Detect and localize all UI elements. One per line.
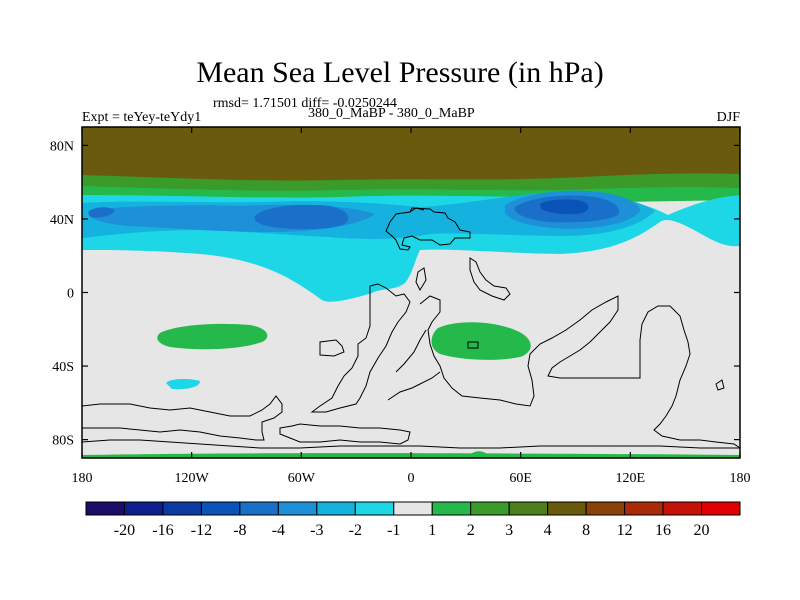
high-south-atlantic bbox=[431, 322, 531, 360]
y-tick-label: 40N bbox=[50, 213, 74, 228]
x-tick-label: 60W bbox=[288, 471, 316, 486]
low-north-pacific bbox=[254, 204, 349, 230]
stats-line: rmsd= 1.71501 diff= -0.0250244 bbox=[213, 96, 397, 111]
x-axis: 180 120W 60W 0 60E 120E 180 bbox=[72, 127, 751, 486]
colorbar-swatch bbox=[123, 501, 164, 516]
colorbar-label: 3 bbox=[505, 522, 513, 539]
colorbar-label: -12 bbox=[191, 522, 212, 539]
colorbar-label: -20 bbox=[114, 522, 135, 539]
colorbar-label: -2 bbox=[349, 522, 362, 539]
colorbar-label: -1 bbox=[387, 522, 400, 539]
y-tick-label: 80N bbox=[50, 139, 74, 154]
colorbar-swatch bbox=[701, 501, 741, 516]
low-west-pacific bbox=[88, 207, 115, 218]
colorbar-label: 4 bbox=[544, 522, 552, 539]
low-asia bbox=[540, 199, 589, 215]
colorbar-swatch bbox=[277, 501, 318, 516]
colorbar-label: -4 bbox=[272, 522, 285, 539]
map-area bbox=[82, 127, 740, 458]
colorbar-label: -3 bbox=[310, 522, 323, 539]
left-label: Expt = teYey-teYdy1 bbox=[82, 110, 202, 125]
colorbar-label: 16 bbox=[655, 522, 671, 539]
season-label: DJF bbox=[716, 110, 740, 125]
colorbar-swatch bbox=[662, 501, 703, 516]
colorbar-label: 12 bbox=[617, 522, 633, 539]
north-polar-high-region bbox=[82, 127, 740, 184]
pressure-fields bbox=[82, 127, 740, 458]
colorbar-swatch bbox=[624, 501, 664, 516]
colorbar-swatch bbox=[162, 501, 202, 516]
x-tick-label: 120E bbox=[616, 471, 646, 486]
y-tick-label: 40S bbox=[52, 360, 74, 375]
coastlines bbox=[82, 207, 740, 449]
colorbar-label: 8 bbox=[582, 522, 590, 539]
south-polar-blob bbox=[470, 451, 488, 455]
colorbar-swatch bbox=[354, 501, 395, 516]
x-tick-label: 120W bbox=[175, 471, 210, 486]
x-tick-label: 0 bbox=[408, 471, 415, 486]
high-south-pacific bbox=[157, 323, 268, 350]
y-tick-label: 0 bbox=[67, 287, 74, 302]
colorbar-swatch bbox=[585, 501, 626, 516]
colorbar-swatch bbox=[508, 501, 549, 516]
x-tick-label: 60E bbox=[509, 471, 532, 486]
colorbar: -20 -16 -12 -8 -4 -3 -2 -1 1 2 3 4 8 12 16 20 bbox=[85, 501, 741, 539]
y-tick-label: 80S bbox=[52, 434, 74, 449]
colorbar-label: -16 bbox=[152, 522, 173, 539]
colorbar-swatch bbox=[316, 501, 356, 516]
colorbar-swatch bbox=[470, 501, 510, 516]
center-label: 380_0_MaBP - 380_0_MaBP bbox=[308, 106, 475, 121]
y-axis: 80N 40N 0 40S 80S bbox=[50, 139, 740, 449]
colorbar-label: 1 bbox=[428, 522, 436, 539]
chart-title: Mean Sea Level Pressure (in hPa) bbox=[196, 56, 604, 89]
colorbar-swatch bbox=[431, 501, 472, 516]
colorbar-label: 20 bbox=[694, 522, 710, 539]
low-south-pacific bbox=[166, 378, 200, 390]
colorbar-label: -8 bbox=[233, 522, 246, 539]
colorbar-swatch bbox=[200, 501, 241, 516]
x-tick-label: 180 bbox=[730, 471, 751, 486]
colorbar-label: 2 bbox=[467, 522, 475, 539]
colorbar-swatch bbox=[393, 501, 433, 516]
colorbar-swatch bbox=[547, 501, 587, 516]
x-tick-label: 180 bbox=[72, 471, 93, 486]
colorbar-swatch bbox=[85, 501, 125, 516]
colorbar-swatch bbox=[239, 501, 279, 516]
